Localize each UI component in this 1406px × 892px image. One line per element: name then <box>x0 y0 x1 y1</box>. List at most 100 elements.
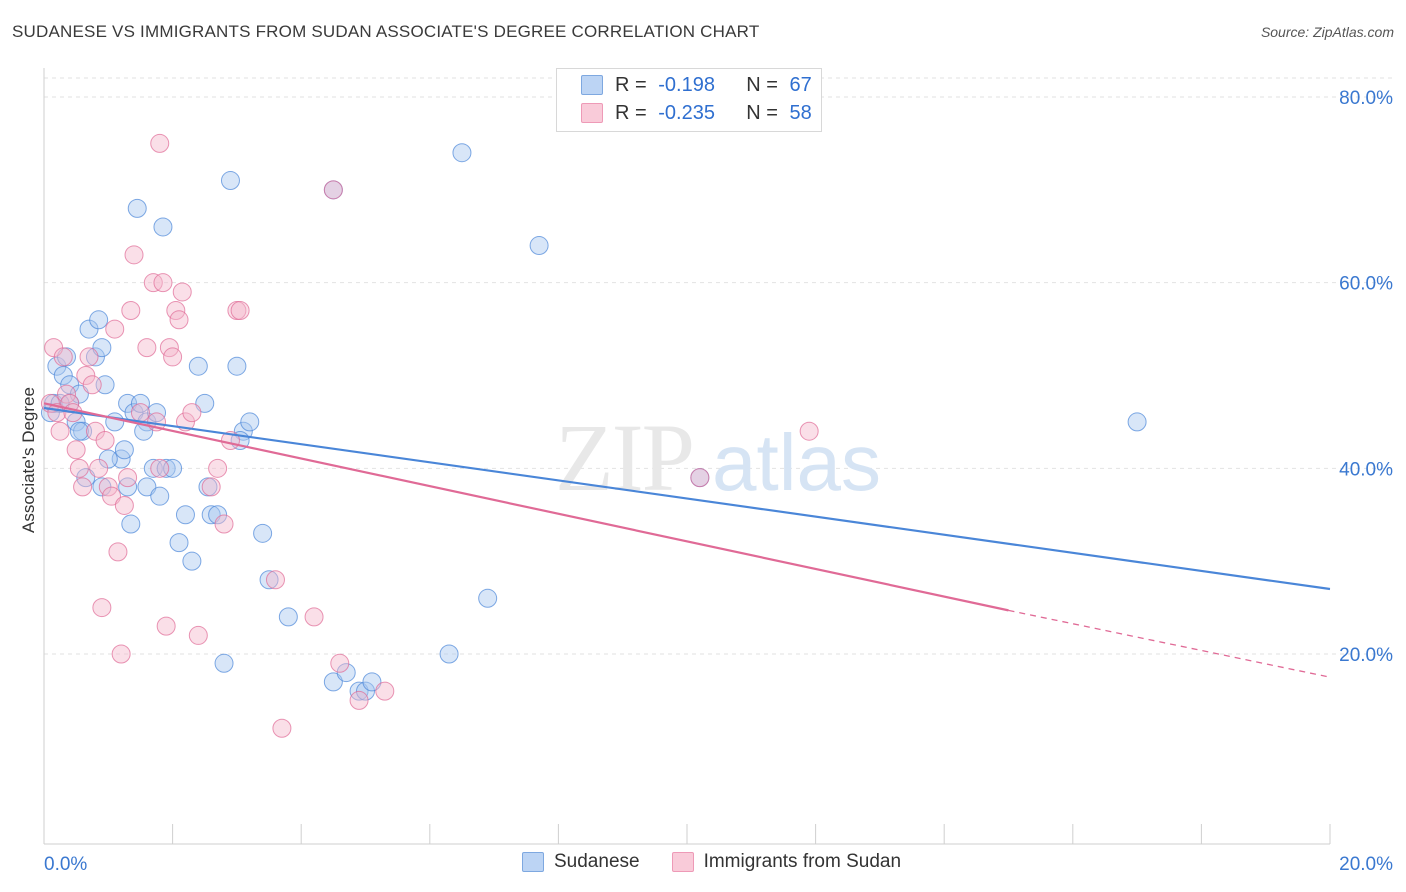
bottom-legend-item-immigrants: Immigrants from Sudan <box>671 851 902 873</box>
data-point <box>323 672 343 692</box>
data-point <box>182 551 202 571</box>
legend-r-value: -0.235 <box>658 101 715 124</box>
data-point <box>69 458 89 478</box>
y-axis-label: Associate's Degree <box>19 387 38 533</box>
data-point <box>529 236 549 256</box>
data-point <box>130 403 150 423</box>
legend: R = -0.198 N = 67 R = -0.235 N = 58 <box>556 68 822 132</box>
legend-swatch-immigrants <box>581 103 603 123</box>
watermark: ZIP atlas <box>555 404 881 511</box>
data-point <box>227 356 247 376</box>
chart-title: SUDANESE VS IMMIGRANTS FROM SUDAN ASSOCI… <box>12 22 760 41</box>
data-point <box>156 458 176 478</box>
data-point <box>89 310 109 330</box>
data-point <box>259 570 279 590</box>
data-point <box>201 477 221 497</box>
data-point <box>220 171 240 191</box>
data-point <box>362 672 382 692</box>
data-point <box>105 412 125 432</box>
legend-row-immigrants: R = -0.235 N = 58 <box>581 101 812 125</box>
legend-n-label: N = <box>746 101 778 124</box>
data-point <box>195 393 215 413</box>
trend-line <box>43 402 1009 612</box>
data-point <box>230 301 250 321</box>
data-point <box>169 533 189 553</box>
trend-line <box>43 406 1331 591</box>
data-point <box>690 468 710 488</box>
bottom-legend-swatch-sudanese <box>522 852 544 872</box>
legend-row-sudanese: R = -0.198 N = 67 <box>581 73 812 97</box>
data-point <box>188 356 208 376</box>
data-point <box>73 477 93 497</box>
bottom-legend-item-sudanese: Sudanese <box>522 851 640 873</box>
axes <box>43 68 1331 845</box>
data-point <box>278 607 298 627</box>
trend-line-dashed <box>1008 609 1331 678</box>
data-point <box>50 421 70 441</box>
watermark-atlas: atlas <box>712 418 881 507</box>
data-point <box>1127 412 1147 432</box>
bottom-legend-label-immigrants: Immigrants from Sudan <box>703 851 902 872</box>
y-tick-label: 40.0% <box>1339 459 1393 480</box>
bottom-legend-label-sudanese: Sudanese <box>554 851 640 872</box>
y-tick-label: 60.0% <box>1339 274 1393 295</box>
data-point <box>95 430 115 450</box>
series-immigrants-points <box>40 133 819 738</box>
data-point <box>111 644 131 664</box>
bottom-legend-swatch-immigrants <box>671 852 694 872</box>
data-point <box>304 607 324 627</box>
data-point <box>240 412 260 432</box>
data-point <box>105 319 125 339</box>
data-point <box>265 570 285 590</box>
data-point <box>121 514 141 534</box>
legend-n-label: N = <box>746 73 778 96</box>
bottom-legend: Sudanese Immigrants from Sudan <box>522 851 933 873</box>
data-point <box>323 180 343 200</box>
legend-n-value: 67 <box>789 73 812 96</box>
x-tick-label-max: 20.0% <box>1339 854 1393 875</box>
data-point <box>336 663 356 683</box>
trend-lines <box>43 402 1331 678</box>
data-point <box>156 616 176 636</box>
chart-source: Source: ZipAtlas.com <box>1260 24 1394 40</box>
data-point <box>375 681 395 701</box>
data-point <box>137 338 157 358</box>
data-point <box>214 653 234 673</box>
data-point <box>439 644 459 664</box>
data-point <box>153 217 173 237</box>
legend-r-label: R = <box>615 101 647 124</box>
watermark-zip: ZIP <box>555 404 693 511</box>
data-point <box>53 347 73 367</box>
y-tick-label: 80.0% <box>1339 88 1393 109</box>
data-point <box>356 681 375 701</box>
data-point <box>253 523 273 543</box>
data-point <box>182 403 202 423</box>
data-point <box>201 505 221 525</box>
data-point <box>127 198 147 218</box>
data-point <box>121 301 141 321</box>
data-point <box>214 514 234 534</box>
y-tick-label: 20.0% <box>1339 645 1393 666</box>
data-point <box>118 468 138 488</box>
data-point <box>330 653 350 673</box>
data-point <box>188 625 208 645</box>
data-point <box>208 505 228 525</box>
data-point <box>85 347 105 367</box>
data-point <box>89 458 109 478</box>
data-point <box>53 366 73 385</box>
data-point <box>137 477 157 497</box>
data-point <box>92 338 112 358</box>
data-point <box>799 421 819 441</box>
legend-swatch-sudanese <box>581 75 603 95</box>
data-point <box>150 133 170 153</box>
data-point <box>150 486 170 506</box>
data-point <box>124 245 144 265</box>
data-point <box>66 440 86 460</box>
data-point <box>79 347 99 367</box>
data-point <box>478 588 498 608</box>
data-point <box>169 310 189 330</box>
x-tick-label-min: 0.0% <box>44 854 87 875</box>
data-point <box>102 486 122 506</box>
data-point <box>175 505 195 525</box>
data-point <box>114 495 134 515</box>
